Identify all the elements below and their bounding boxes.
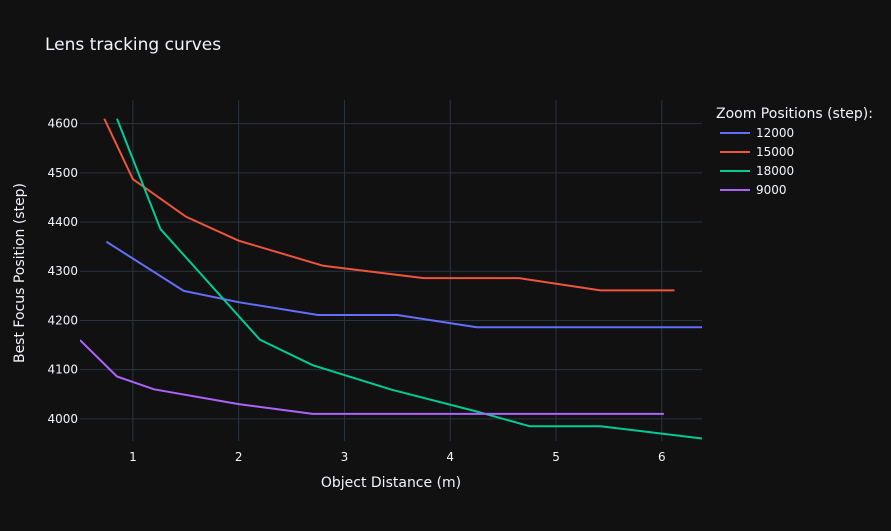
y-tick-label: 4500 bbox=[47, 166, 78, 180]
series-line-15000 bbox=[103, 118, 675, 292]
series-lines bbox=[80, 118, 702, 440]
legend-label-18000: 18000 bbox=[756, 164, 794, 178]
x-tick-label: 1 bbox=[129, 450, 137, 464]
x-tick-label: 5 bbox=[552, 450, 560, 464]
y-tick-label: 4400 bbox=[47, 215, 78, 229]
legend-label-12000: 12000 bbox=[756, 126, 794, 140]
x-tick-label: 2 bbox=[235, 450, 243, 464]
grid-lines bbox=[80, 100, 702, 441]
y-tick-label: 4100 bbox=[47, 363, 78, 377]
legend: Zoom Positions (step): 12000 15000 18000 90… bbox=[716, 106, 873, 197]
tick-labels: 1 2 3 4 5 6 4000 4100 4200 4300 4400 4500 4600 bbox=[47, 117, 665, 464]
x-tick-label: 4 bbox=[446, 450, 454, 464]
x-tick-label: 6 bbox=[658, 450, 666, 464]
y-tick-label: 4200 bbox=[47, 313, 78, 327]
x-tick-label: 3 bbox=[341, 450, 349, 464]
chart-title: Lens tracking curves bbox=[45, 35, 221, 55]
legend-title: Zoom Positions (step): bbox=[716, 106, 873, 122]
y-tick-label: 4600 bbox=[47, 117, 78, 131]
legend-label-15000: 15000 bbox=[756, 145, 794, 159]
x-axis-title: Object Distance (m) bbox=[321, 475, 461, 491]
series-line-18000 bbox=[116, 118, 702, 440]
legend-label-9000: 9000 bbox=[756, 183, 787, 197]
y-axis-title: Best Focus Position (step) bbox=[12, 183, 28, 363]
series-line-9000 bbox=[80, 339, 664, 415]
legend-items: 12000 15000 18000 9000 bbox=[720, 126, 794, 197]
y-tick-label: 4300 bbox=[47, 264, 78, 278]
y-tick-label: 4000 bbox=[47, 412, 78, 426]
series-line-12000 bbox=[105, 240, 702, 329]
